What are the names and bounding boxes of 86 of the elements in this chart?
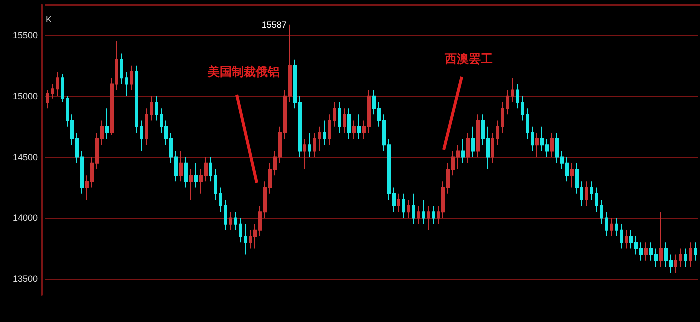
candlestick xyxy=(694,242,697,262)
candlestick xyxy=(179,150,183,182)
candlestick xyxy=(644,242,648,262)
candlestick xyxy=(605,212,608,238)
candlestick xyxy=(343,108,346,134)
candlestick xyxy=(120,53,123,85)
candlestick xyxy=(412,193,415,225)
candlestick xyxy=(689,242,692,268)
candlestick xyxy=(140,120,143,152)
candlestick xyxy=(61,74,64,103)
candlestick xyxy=(620,224,623,250)
candlestick xyxy=(535,132,539,158)
candlestick xyxy=(684,248,687,268)
candlestick xyxy=(244,224,247,256)
candlestick xyxy=(155,96,158,122)
candlestick xyxy=(600,199,603,225)
y-axis-title: K xyxy=(46,14,52,24)
candlestick xyxy=(466,132,470,164)
candlestick xyxy=(506,90,509,116)
candlestick xyxy=(516,84,519,110)
candlestick xyxy=(229,212,232,231)
y-tick-label: 13500 xyxy=(12,274,38,284)
candlestick xyxy=(570,162,574,188)
candlestick xyxy=(224,199,227,231)
candlestick xyxy=(338,102,341,134)
candlestick xyxy=(323,120,326,146)
candlestick xyxy=(214,168,217,200)
candlestick xyxy=(422,199,425,225)
annotation: 美国制裁俄铝 xyxy=(207,65,280,79)
candlestick xyxy=(674,254,677,274)
candlestick xyxy=(125,72,128,97)
candlestick xyxy=(303,138,306,170)
candlestick xyxy=(135,65,138,134)
candlestick xyxy=(407,199,410,219)
candlestick xyxy=(347,108,351,140)
candlestick xyxy=(189,168,193,200)
candlestick xyxy=(417,206,420,225)
candlestick xyxy=(625,230,628,250)
y-tick-label: 14000 xyxy=(12,213,38,224)
candlestick xyxy=(402,193,405,219)
candlestick xyxy=(432,206,435,225)
candlestick xyxy=(521,96,524,122)
candlestick xyxy=(476,114,480,158)
candlestick xyxy=(150,96,153,122)
y-tick-label: 14500 xyxy=(12,152,38,162)
candlestick xyxy=(501,102,504,134)
candlestick xyxy=(56,72,59,97)
annotation: 15587 xyxy=(262,20,287,30)
candlestick xyxy=(145,108,148,146)
candlestick xyxy=(313,132,316,158)
candlestick xyxy=(471,126,475,158)
candlestick xyxy=(659,212,663,268)
candlestick xyxy=(308,132,311,158)
candlestick xyxy=(511,78,514,103)
candlestick xyxy=(352,120,356,140)
candlestick xyxy=(526,108,529,140)
candlestick xyxy=(130,65,133,91)
candlestick xyxy=(679,248,682,268)
candlestick xyxy=(328,114,331,146)
candlestick xyxy=(397,193,400,213)
candlestick xyxy=(184,156,188,188)
candlestick xyxy=(105,108,109,140)
candlestick xyxy=(194,162,198,188)
y-tick-label: 15500 xyxy=(12,30,38,40)
candlestick xyxy=(550,132,554,158)
candlestick xyxy=(427,206,430,231)
candlestick xyxy=(531,126,534,152)
candlestick xyxy=(585,181,588,207)
candlestick xyxy=(46,90,49,110)
candlestick xyxy=(333,102,336,128)
candlestick xyxy=(496,120,499,146)
candlestick xyxy=(610,218,613,238)
candlestick xyxy=(595,187,598,213)
y-tick-label: 15000 xyxy=(12,91,38,102)
candlestick xyxy=(51,84,54,100)
candlestick xyxy=(318,126,321,152)
candlestick xyxy=(239,218,242,244)
candlestick xyxy=(357,114,361,140)
candlestick xyxy=(209,156,212,182)
candlestick xyxy=(491,132,494,164)
candlestick xyxy=(615,218,618,238)
candlestick xyxy=(461,138,465,164)
candlestick xyxy=(234,212,237,231)
candlestick xyxy=(219,187,222,213)
candlestick xyxy=(590,181,593,200)
annotation: 西澳罢工 xyxy=(444,52,493,66)
